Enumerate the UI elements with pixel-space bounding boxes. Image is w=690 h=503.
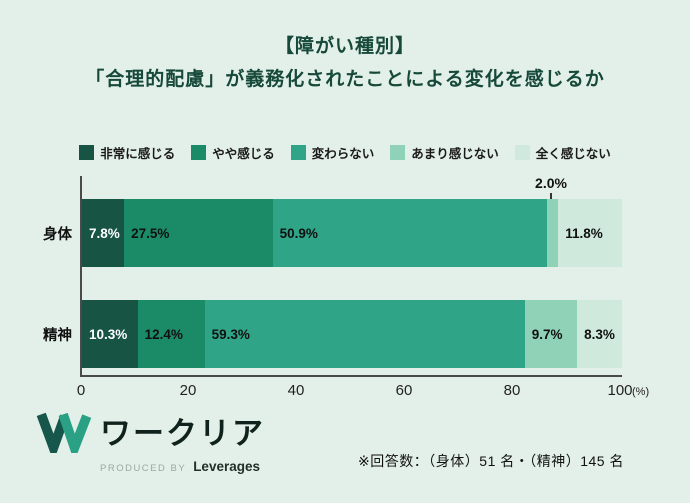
legend-label: 全く感じない (535, 147, 611, 161)
bar-segment-value: 10.3% (89, 326, 128, 342)
bar-segment: 11.8% (558, 199, 622, 267)
x-tick-20: 20 (179, 382, 197, 399)
produced-by-label: PRODUCED BY (100, 463, 187, 474)
chart-title: 【障がい種別】 「合理的配慮」が義務化されたことによる変化を感じるか (0, 30, 690, 96)
legend-label: 変わらない (311, 147, 375, 161)
legend-swatch (191, 145, 207, 160)
bar-segment: 9.7% (524, 300, 578, 368)
bar-segment-value: 11.8% (565, 225, 603, 241)
bar-segment-value: 9.7% (531, 326, 563, 342)
legend-item: 変わらない (290, 143, 375, 162)
bar-segment: 8.3% (577, 300, 622, 368)
category-label-mental: 精神 (43, 327, 72, 344)
legend: 非常に感じる やや感じる 変わらない あまり感じない 全く感じない (0, 143, 690, 162)
bar-segment-value: 7.8% (89, 225, 120, 241)
x-tick-40: 40 (287, 382, 305, 399)
legend-label: やや感じる (212, 147, 275, 161)
logo-wordmark: ワークリア (100, 416, 265, 451)
legend-swatch (390, 145, 406, 160)
bar-body: 7.8% 27.5% 50.9% 11.8% (82, 199, 622, 267)
legend-item: 全く感じない (514, 143, 611, 162)
callout-label: 2.0% (535, 175, 567, 191)
bar-segment-value: 12.4% (144, 326, 183, 342)
callout-pointer-line (550, 193, 552, 199)
bar-segment: 59.3% (204, 300, 525, 368)
legend-item: 非常に感じる (79, 143, 175, 162)
bar-segment: 50.9% (272, 199, 548, 267)
x-tick-100: 100 (607, 382, 633, 399)
bar-segment-value: 59.3% (211, 326, 250, 342)
chart-title-line2: 「合理的配慮」が義務化されたことによる変化を感じるか (85, 69, 605, 90)
legend-swatch (514, 145, 530, 160)
legend-item: あまり感じない (390, 143, 499, 162)
workclear-logo-icon (36, 412, 92, 453)
legend-label: あまり感じない (411, 147, 499, 161)
bar-segment: 7.8% (82, 199, 125, 267)
y-axis-line (80, 176, 82, 376)
chart-title-line1: 【障がい種別】 (274, 36, 415, 57)
bar-segment: 10.3% (82, 300, 138, 368)
bar-segment-value: 50.9% (279, 225, 318, 241)
x-tick-60: 60 (395, 382, 413, 399)
legend-item: やや感じる (191, 143, 275, 162)
x-axis-line (80, 375, 622, 377)
bar-mental: 10.3% 12.4% 59.3% 9.7% 8.3% (82, 300, 622, 368)
legend-swatch (79, 145, 95, 160)
legend-swatch (290, 145, 306, 160)
legend-label: 非常に感じる (100, 147, 176, 161)
bar-segment: 27.5% (124, 199, 273, 267)
bar-segment: 12.4% (137, 300, 205, 368)
x-axis-unit: (%) (632, 386, 650, 398)
bar-segment-value: 8.3% (584, 326, 615, 342)
company-name: Leverages (193, 459, 260, 474)
bar-segment (547, 199, 559, 267)
logo-block: ワークリア PRODUCED BY Leverages (36, 408, 265, 474)
x-tick-0: 0 (76, 382, 86, 399)
bar-segment-value: 27.5% (131, 225, 170, 241)
category-label-body: 身体 (43, 226, 72, 243)
x-tick-80: 80 (503, 382, 521, 399)
respondent-count-note: ※回答数：（身体）51 名・（精神）145 名 (358, 453, 624, 469)
